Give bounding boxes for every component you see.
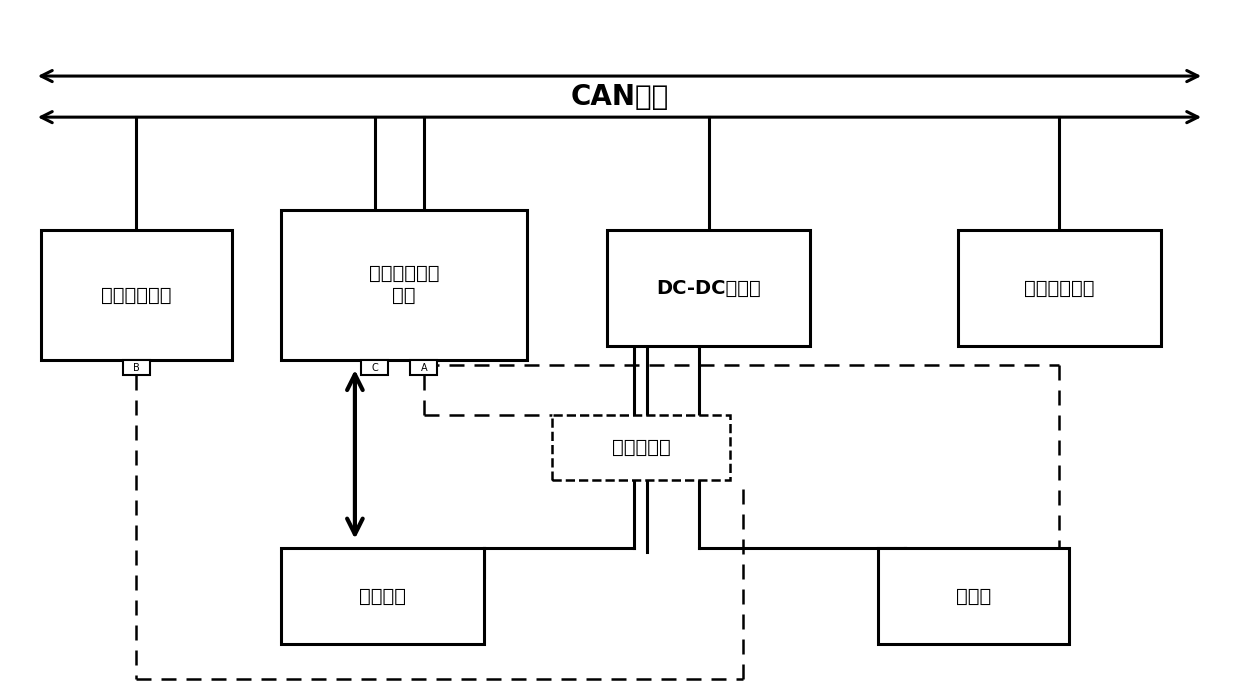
Text: B: B [133, 362, 140, 373]
Text: 动力电池: 动力电池 [359, 587, 406, 606]
Bar [123, 360, 150, 375]
Text: 整车控制系统: 整车控制系统 [102, 286, 172, 305]
Text: A: A [420, 362, 427, 373]
Bar [361, 360, 388, 375]
Text: 蓄电池: 蓄电池 [955, 587, 991, 606]
Bar [281, 548, 484, 644]
Text: CAN总线: CAN总线 [570, 82, 669, 111]
Bar [607, 230, 810, 346]
Text: 车载智能终端: 车载智能终端 [1025, 279, 1095, 298]
Text: 动力电池管理
系统: 动力电池管理 系统 [369, 265, 440, 306]
Bar [958, 230, 1161, 346]
Bar [281, 209, 528, 360]
Text: C: C [372, 362, 378, 373]
Bar [41, 230, 232, 360]
Bar [878, 548, 1069, 644]
Bar [410, 360, 437, 375]
Text: 可控制开关: 可控制开关 [612, 438, 670, 457]
Bar [551, 415, 730, 480]
Text: DC-DC转换器: DC-DC转换器 [657, 279, 761, 298]
